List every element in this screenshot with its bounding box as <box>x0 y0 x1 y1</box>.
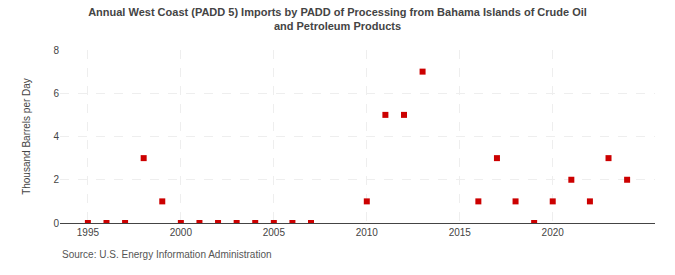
svg-text:Annual West Coast (PADD 5) Imp: Annual West Coast (PADD 5) Imports by PA… <box>88 6 587 32</box>
svg-text:2005: 2005 <box>263 227 286 238</box>
svg-text:Source: U.S. Energy Informatio: Source: U.S. Energy Information Administ… <box>62 249 272 260</box>
svg-text:6: 6 <box>53 88 59 99</box>
svg-text:0: 0 <box>53 218 59 229</box>
svg-text:4: 4 <box>53 131 59 142</box>
svg-text:8: 8 <box>53 45 59 56</box>
svg-text:2010: 2010 <box>356 227 379 238</box>
svg-text:1995: 1995 <box>77 227 100 238</box>
svg-text:2000: 2000 <box>170 227 193 238</box>
svg-text:2020: 2020 <box>542 227 565 238</box>
svg-text:2: 2 <box>53 174 59 185</box>
svg-text:Thousand Barrels per Day: Thousand Barrels per Day <box>21 78 32 195</box>
svg-text:2015: 2015 <box>449 227 472 238</box>
